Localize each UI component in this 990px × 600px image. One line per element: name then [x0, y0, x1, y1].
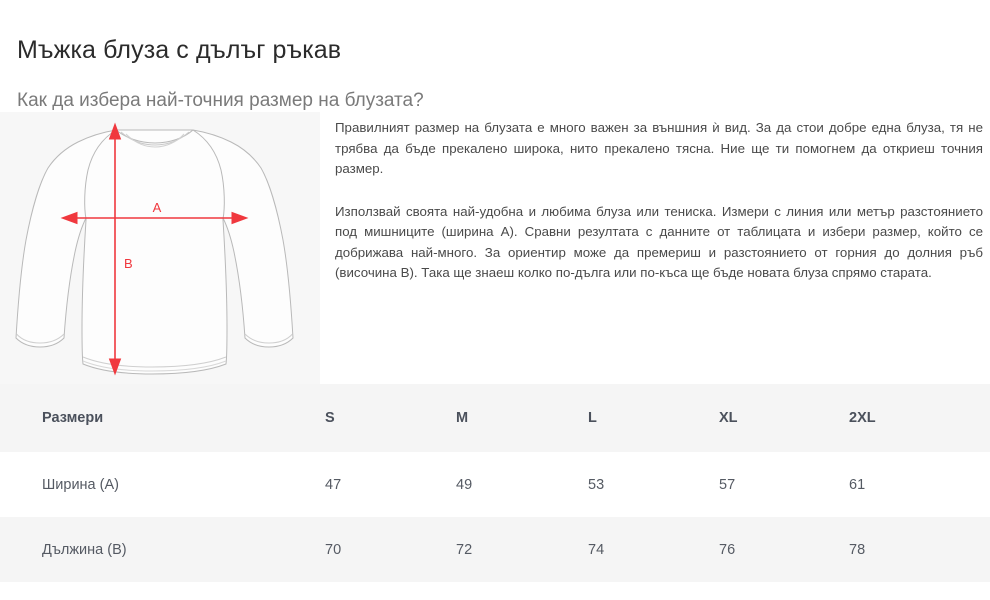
measurement-markers	[60, 122, 249, 376]
cell-width-l: 53	[588, 476, 605, 493]
description-paragraph-2: Използвай своята най-удобна и любима блу…	[335, 203, 983, 281]
cell-width-xl: 57	[719, 476, 736, 493]
cell-length-s: 70	[325, 541, 342, 558]
shirt-illustration: A B	[0, 112, 320, 384]
page-subtitle: Как да избера най-точния размер на блуза…	[17, 89, 424, 111]
cell-width-m: 49	[456, 476, 473, 493]
size-chart-body: Ширина (A) 47 49 53 57 61 Дължина (B) 70…	[0, 452, 990, 582]
table-header-size-l: L	[588, 410, 597, 426]
cell-width-2xl: 61	[849, 476, 866, 493]
shirt-diagram-svg: A B	[15, 122, 294, 376]
table-header-size-2xl: 2XL	[849, 410, 876, 426]
height-arrow-bottom	[108, 358, 122, 376]
width-label: A	[153, 200, 162, 215]
cell-length-l: 74	[588, 541, 605, 558]
description-text: Правилният размер на блузата е много важ…	[335, 118, 983, 284]
table-header-size-m: M	[456, 410, 469, 426]
height-label: B	[124, 256, 133, 271]
table-header-row: Размери S M L XL 2XL	[0, 384, 990, 452]
size-chart-table: Размери S M L XL 2XL Ширина (A) 47 49 53…	[0, 384, 990, 582]
shirt-outline	[15, 129, 294, 375]
description-paragraph-1: Правилният размер на блузата е много важ…	[335, 120, 983, 176]
width-arrow-left	[60, 211, 78, 225]
cell-length-m: 72	[456, 541, 473, 558]
table-header-measures: Размери	[42, 410, 104, 426]
row-label-length: Дължина (B)	[42, 541, 127, 558]
width-arrow-right	[231, 211, 249, 225]
size-chart-head: Размери S M L XL 2XL	[0, 384, 990, 452]
cell-length-xl: 76	[719, 541, 736, 558]
height-arrow-top	[108, 122, 122, 140]
cell-width-s: 47	[325, 476, 342, 493]
cell-length-2xl: 78	[849, 541, 866, 558]
table-header-size-s: S	[325, 410, 335, 426]
table-row: Дължина (B) 70 72 74 76 78	[0, 517, 990, 582]
page-title: Мъжка блуза с дълъг ръкав	[17, 35, 342, 64]
table-row: Ширина (A) 47 49 53 57 61	[0, 452, 990, 517]
table-header-size-xl: XL	[719, 410, 738, 426]
content-row: A B Правилният размер на блузата е много…	[0, 112, 990, 384]
row-label-width: Ширина (A)	[42, 476, 119, 493]
